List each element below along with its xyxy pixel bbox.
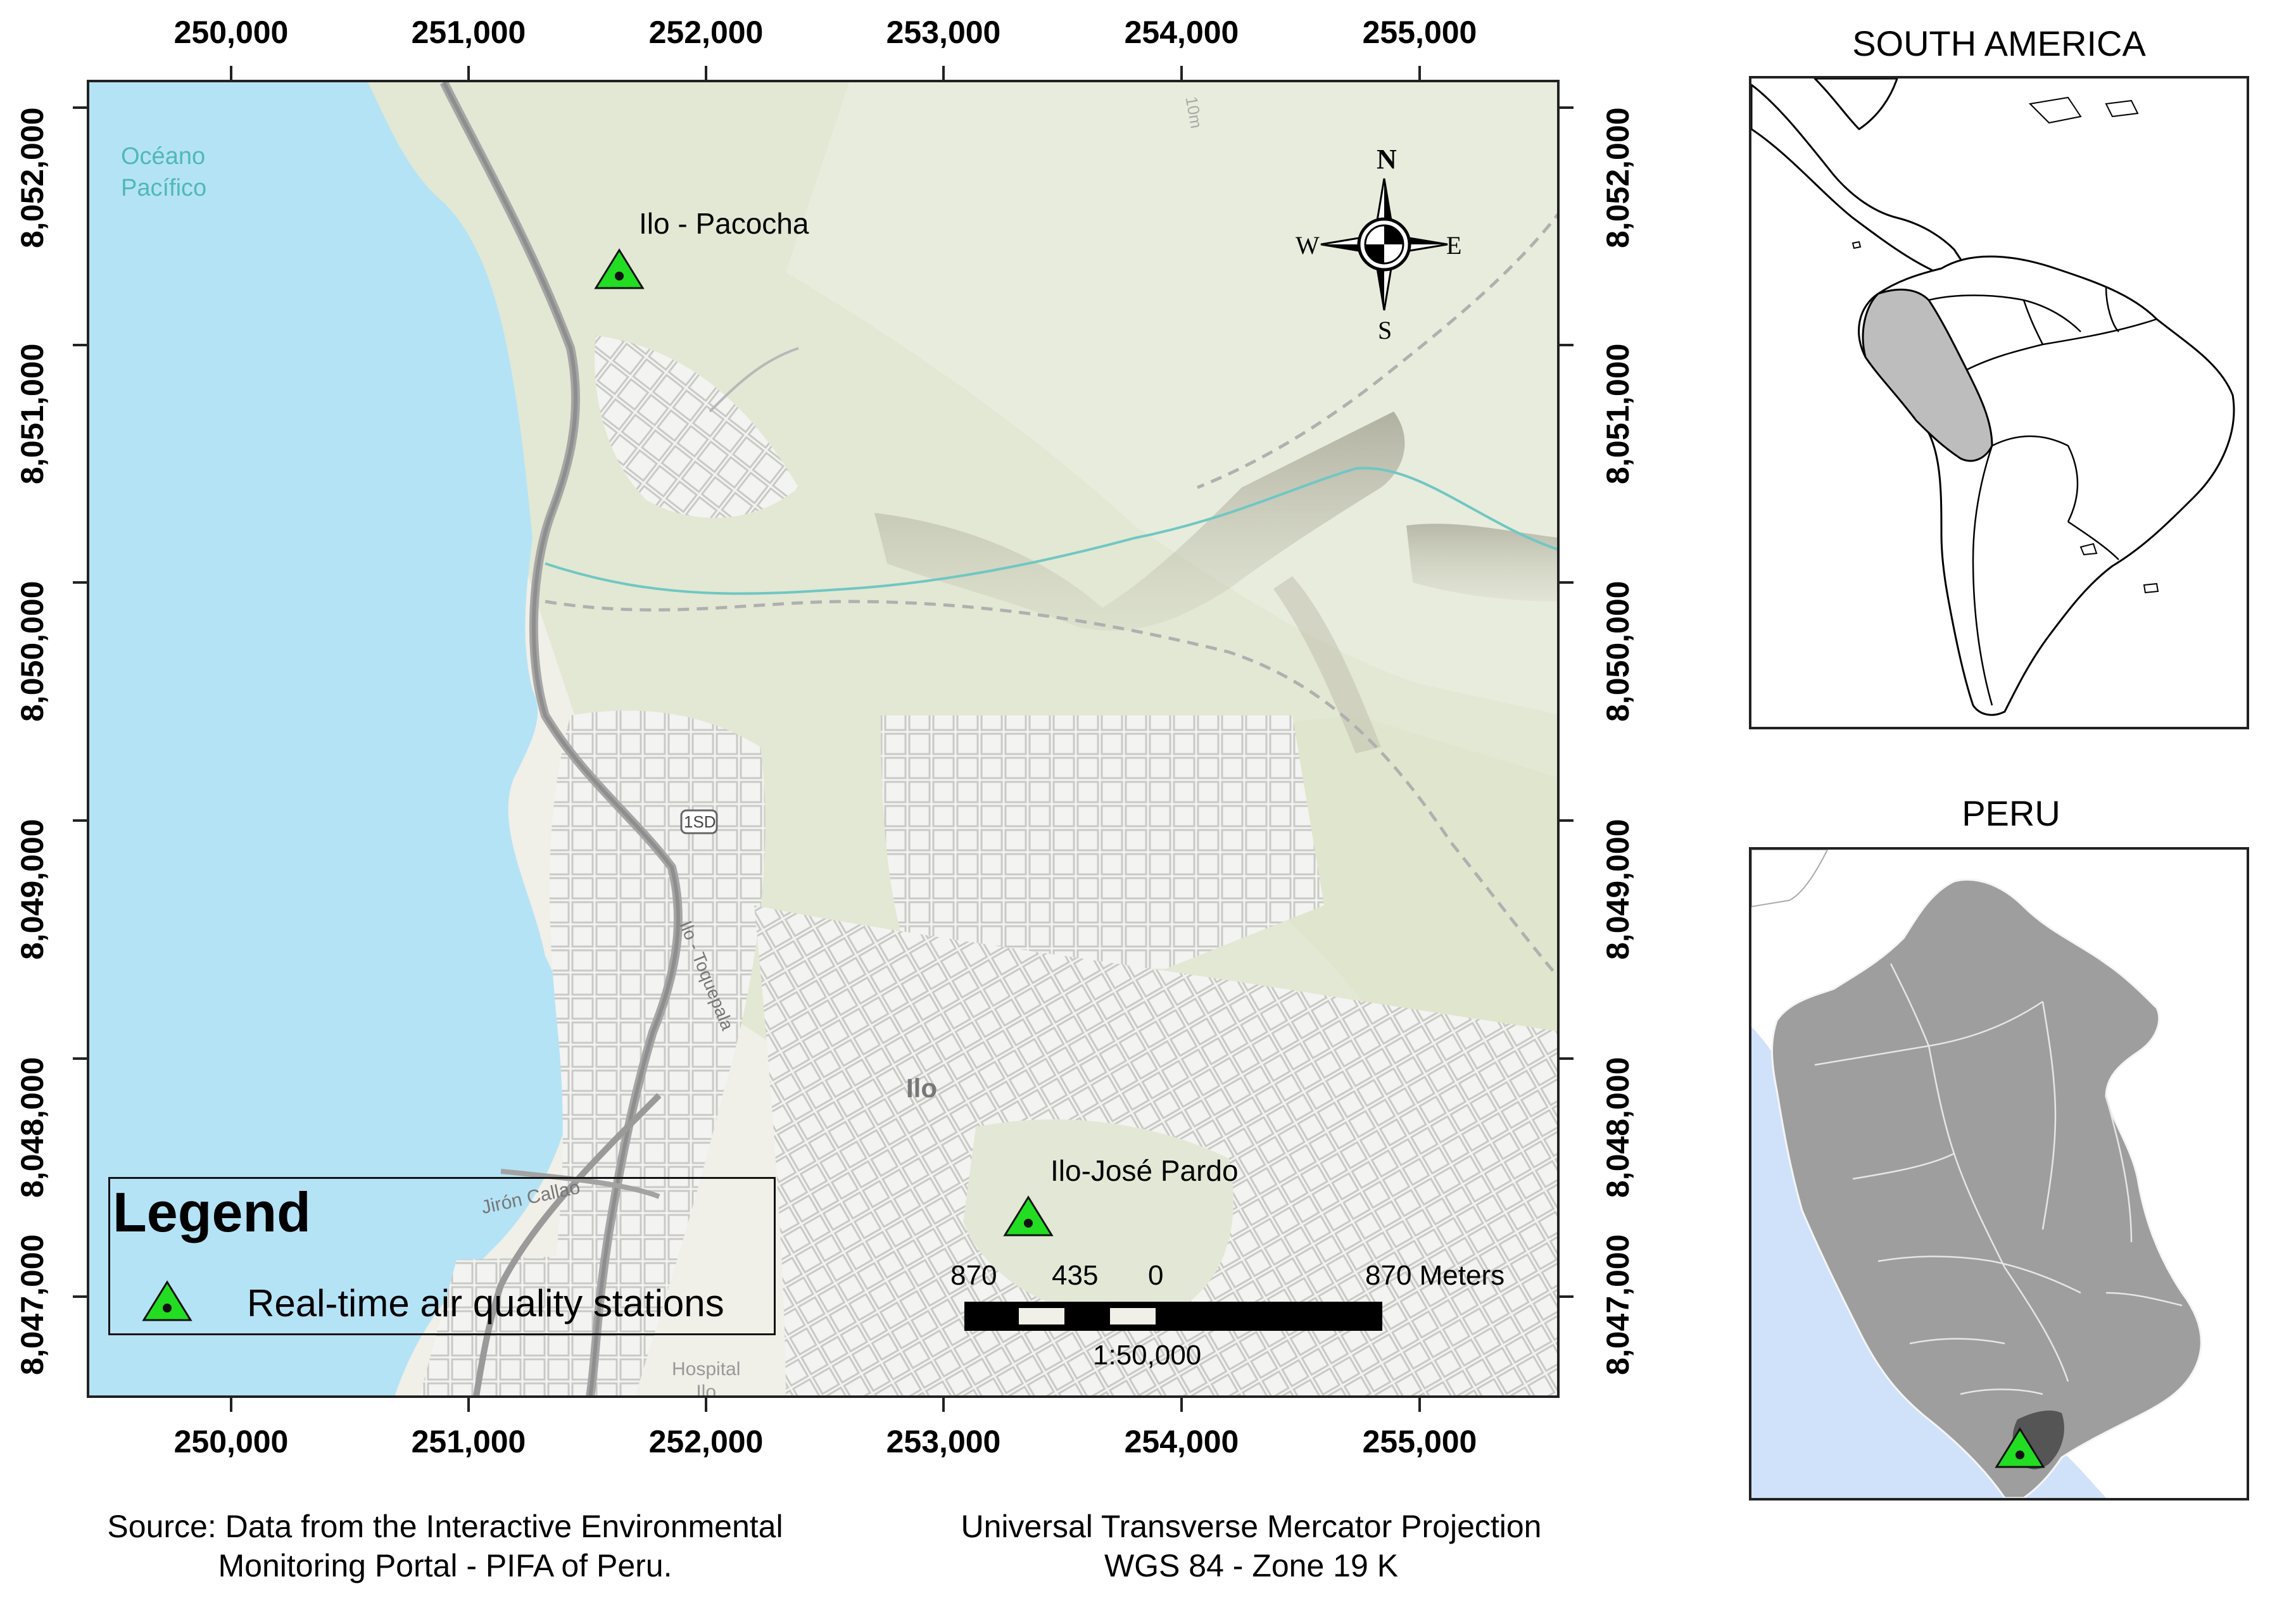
north-label: N: [1377, 144, 1397, 175]
station-triangle-icon: [1995, 1427, 2045, 1468]
compass-rose-icon: [1320, 178, 1448, 311]
basemap: [89, 82, 1557, 1395]
legend-title: Legend: [113, 1181, 311, 1243]
scale-label-870: 870: [950, 1260, 997, 1291]
legend-station-icon: [142, 1280, 192, 1322]
scale-label-0: 0: [1148, 1260, 1164, 1291]
ocean-label-line2: Pacífico: [121, 175, 207, 201]
y-tick-left-8050000: 8,050,000: [15, 581, 50, 722]
west-label: W: [1296, 231, 1320, 260]
projection-note-line2: WGS 84 - Zone 19 K: [1104, 1548, 1399, 1583]
station-triangle-icon: [594, 248, 645, 289]
x-tick-top-250000: 250,000: [173, 15, 289, 50]
y-tick-right-8050000: 8,050,000: [1600, 581, 1636, 722]
hospital-label-line2: Ilo: [696, 1381, 717, 1398]
y-tick-left-8047000: 8,047,000: [15, 1234, 50, 1375]
ocean-label-line1: Océano: [121, 143, 206, 170]
x-tick-bottom-252000: 252,000: [648, 1424, 764, 1459]
source-note-line2: Monitoring Portal - PIFA of Peru.: [218, 1548, 672, 1583]
inset-south-america: [1749, 76, 2249, 729]
x-tick-top-254000: 254,000: [1124, 15, 1239, 50]
source-note-line1: Source: Data from the Interactive Enviro…: [107, 1509, 783, 1544]
source-note: Source: Data from the Interactive Enviro…: [107, 1507, 783, 1585]
station-label-pacocha: Ilo - Pacocha: [639, 207, 809, 240]
x-tick-top-255000: 255,000: [1362, 15, 1477, 50]
peru-map: [1751, 850, 2247, 1498]
y-tick-right-8049000: 8,049,000: [1600, 819, 1636, 960]
south-label: S: [1378, 316, 1392, 344]
scale-bar-graphic: [964, 1302, 1382, 1331]
projection-note: Universal Transverse Mercator Projection…: [961, 1507, 1542, 1585]
scale-label-435: 435: [1052, 1260, 1099, 1291]
station-label-jose-pardo: Ilo-José Pardo: [1050, 1154, 1239, 1187]
projection-note-line1: Universal Transverse Mercator Projection: [961, 1509, 1542, 1544]
east-label: E: [1446, 231, 1462, 260]
x-tick-bottom-253000: 253,000: [886, 1424, 1001, 1459]
station-marker-pacocha[interactable]: [594, 248, 645, 290]
road-shield-label: 1SD: [684, 812, 716, 831]
x-tick-bottom-255000: 255,000: [1362, 1424, 1477, 1459]
x-tick-top-252000: 252,000: [648, 15, 764, 50]
y-tick-left-8049000: 8,049,000: [15, 819, 50, 960]
hospital-label-line1: Hospital: [672, 1359, 741, 1380]
inset-peru-title: PERU: [1962, 793, 2060, 833]
y-tick-left-8048000: 8,048,000: [15, 1057, 50, 1198]
x-tick-top-253000: 253,000: [886, 15, 1001, 50]
y-tick-right-8047000: 8,047,000: [1600, 1234, 1636, 1375]
scale-label-870-meters: 870 Meters: [1365, 1260, 1505, 1291]
legend-item-label: Real-time air quality stations: [247, 1282, 724, 1324]
inset-south-america-title: SOUTH AMERICA: [1852, 23, 2146, 63]
y-tick-right-8052000: 8,052,000: [1600, 107, 1636, 248]
x-tick-bottom-251000: 251,000: [411, 1424, 526, 1459]
station-triangle-icon: [142, 1280, 192, 1321]
scale-bar: 870 435 0 870 Meters 1:50,000: [950, 1260, 1520, 1387]
city-label: Ilo: [906, 1073, 937, 1103]
legend: Legend Real-time air quality stations: [108, 1177, 776, 1335]
north-arrow: N S E W: [1296, 143, 1462, 346]
x-tick-bottom-250000: 250,000: [173, 1424, 289, 1459]
peru-inset-station-marker[interactable]: [1995, 1427, 2045, 1469]
y-tick-left-8052000: 8,052,000: [15, 107, 50, 248]
y-tick-right-8048000: 8,048,000: [1600, 1057, 1636, 1198]
y-tick-left-8051000: 8,051,000: [15, 343, 50, 484]
hospital-label: Hospital Ilo: [672, 1358, 741, 1398]
x-tick-bottom-254000: 254,000: [1124, 1424, 1239, 1459]
scale-ratio: 1:50,000: [1093, 1340, 1202, 1371]
station-triangle-icon: [1003, 1195, 1054, 1236]
station-marker-jose-pardo[interactable]: [1003, 1195, 1054, 1237]
ocean-label: Océano Pacífico: [121, 141, 206, 204]
inset-peru: [1749, 847, 2249, 1500]
main-map[interactable]: Océano Pacífico Ilo 1SD Jirón Callao Ilo…: [87, 80, 1560, 1398]
south-america-map: [1751, 79, 2235, 716]
x-tick-top-251000: 251,000: [411, 15, 526, 50]
y-tick-right-8051000: 8,051,000: [1600, 343, 1636, 484]
